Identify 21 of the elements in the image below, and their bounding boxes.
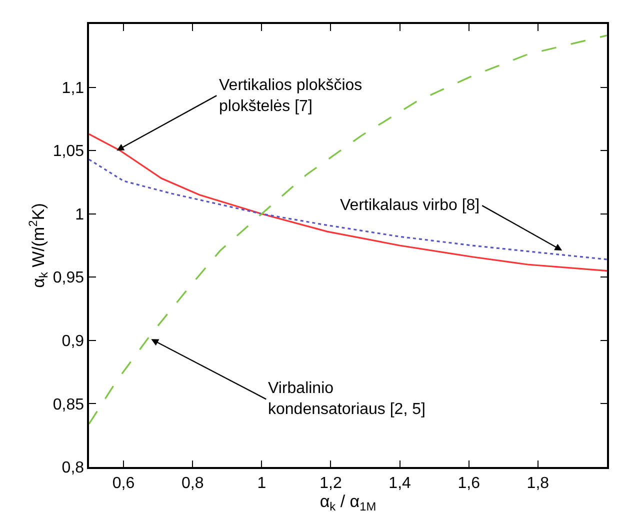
x-axis-title: α$_{k}$ / α$_{1M}$ xyxy=(320,492,376,514)
line-series xyxy=(89,158,607,260)
x-tick-label: 1,6 xyxy=(458,474,480,492)
annotation: Vertikalaus virbo [8] xyxy=(340,197,480,214)
x-tick-label: 1 xyxy=(257,474,266,492)
x-tick-label: 0,8 xyxy=(181,474,204,492)
y-tick-label: 0,9 xyxy=(62,333,84,350)
y-tick-label: 1,1 xyxy=(62,80,84,97)
annotation: Vertikalios plokščios plokštelės [7] xyxy=(219,77,362,115)
x-tick-label: 1,2 xyxy=(320,474,342,492)
line-series xyxy=(89,34,607,425)
y-tick-label: 0,8 xyxy=(62,460,84,477)
y-tick-label: 1 xyxy=(75,206,84,224)
y-tick-label: 0,85 xyxy=(52,396,84,414)
x-tick-label: 1,8 xyxy=(526,474,550,492)
y-tick-label: 1,05 xyxy=(52,143,84,160)
annotation: Virbalinio kondensatoriaus [2, 5] xyxy=(268,380,426,418)
x-tick-label: 1,4 xyxy=(388,474,412,492)
line-series xyxy=(89,133,607,272)
y-tick-label: 0,95 xyxy=(52,270,84,287)
x-tick-label: 0,6 xyxy=(112,474,135,492)
